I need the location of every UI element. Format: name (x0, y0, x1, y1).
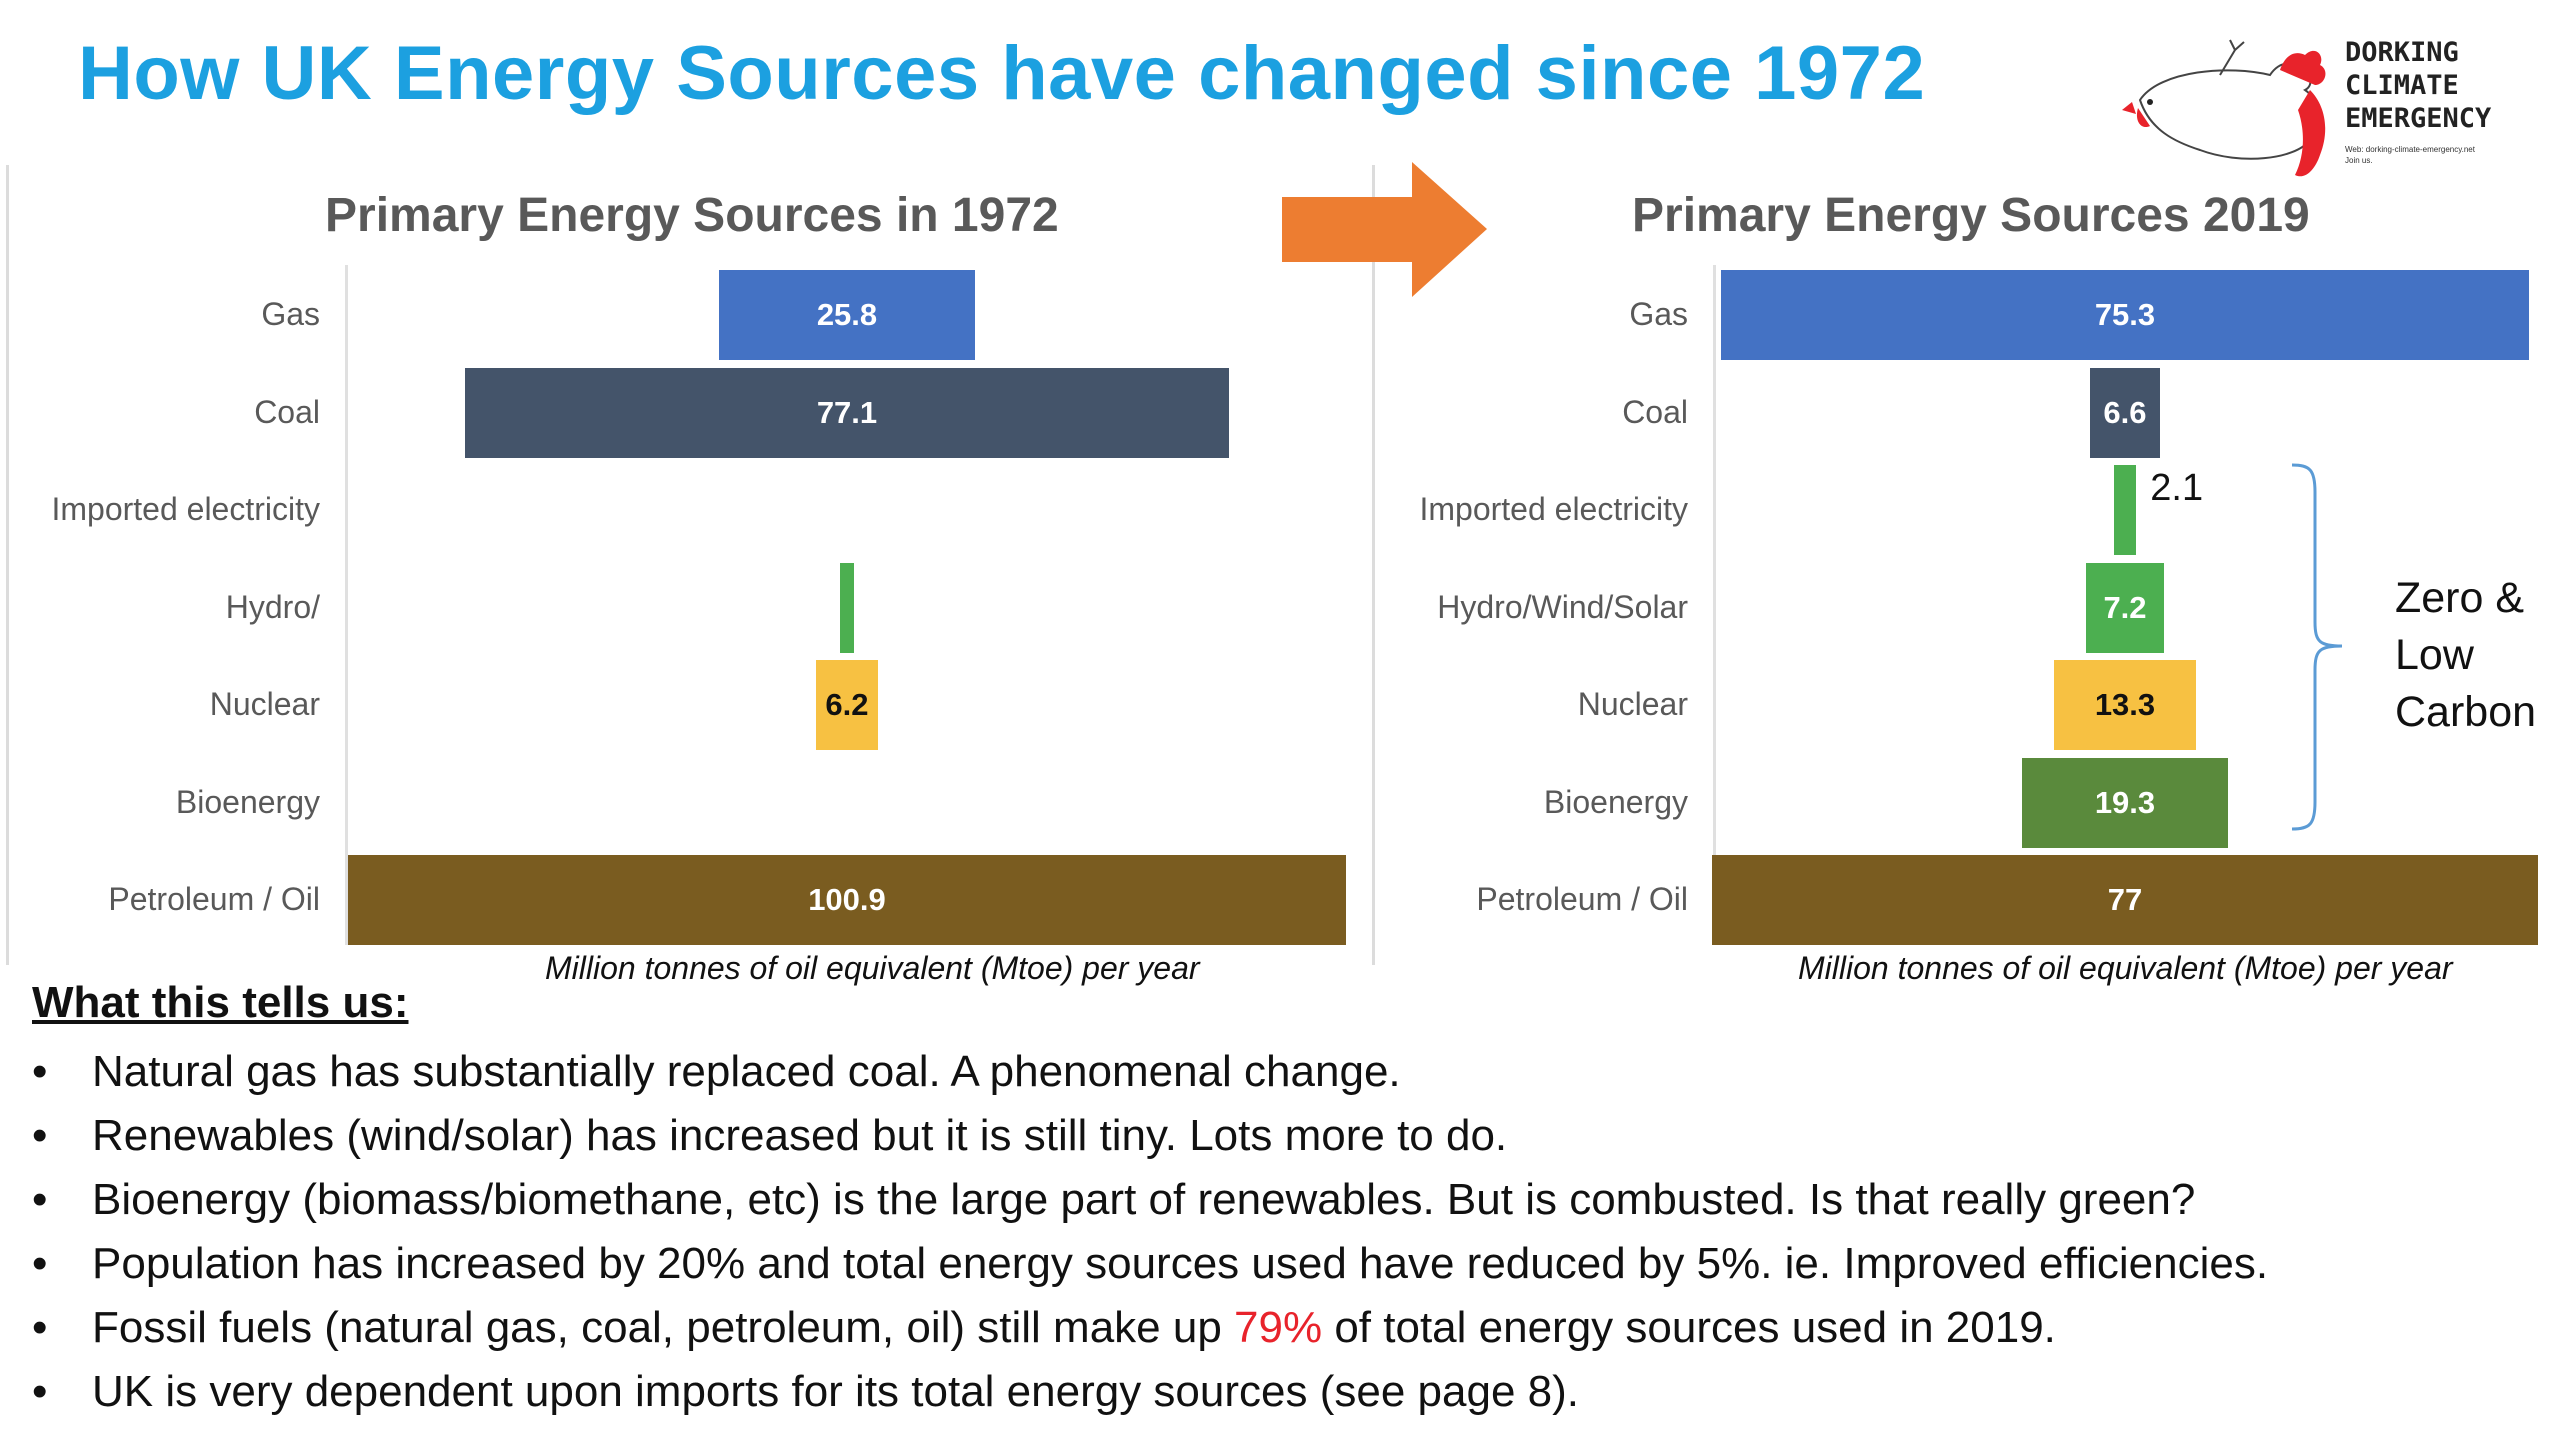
list-item: • Renewables (wind/solar) has increased b… (32, 1111, 1508, 1160)
left-border (6, 165, 9, 965)
bar-petroleum-oil (1712, 855, 2538, 945)
category-label-gas: Gas (1629, 296, 1688, 332)
data-label-bioenergy: 19.3 (2094, 784, 2156, 820)
category-label-imported-electricity: Imported electricity (51, 491, 320, 527)
page-title: How UK Energy Sources have changed since… (78, 31, 1926, 116)
bar-bioenergy (2021, 757, 2229, 848)
list-item: • Fossil fuels (natural gas, coal, petrol… (32, 1303, 2056, 1352)
bar-hydro (840, 562, 854, 653)
list-item: • Natural gas has substantially replaced … (32, 1047, 1401, 1096)
data-label-gas: 75.3 (2094, 297, 2156, 332)
bar-nuclear (816, 660, 878, 750)
bar-nuclear (2053, 660, 2197, 750)
logo: DORKING CLIMATE EMERGENCY Web: dorking-c… (2120, 30, 2550, 180)
data-label-petroleum-oil: 100.9 (808, 882, 886, 917)
data-label-imported-electricity: 2.1 (2150, 467, 2204, 509)
list-item: • Bioenergy (biomass/biomethane, etc) is … (32, 1175, 2196, 1224)
data-label-coal: 6.6 (2103, 394, 2147, 430)
bar-gas (1721, 270, 2529, 360)
chart-2019-xlabel: Million tonnes of oil equivalent (Mtoe) … (1798, 950, 2453, 986)
category-label-bioenergy: Bioenergy (175, 783, 320, 820)
category-label-petroleum-oil: Petroleum / Oil (1476, 881, 1688, 917)
bar-gas (719, 270, 975, 360)
data-label-nuclear: 13.3 (2094, 687, 2156, 722)
category-label-gas: Gas (261, 296, 320, 332)
bar-hydro-wind-solar (2086, 562, 2164, 653)
category-label-coal: Coal (254, 393, 320, 430)
bar-coal (2089, 367, 2161, 458)
category-label-hydro: Hydro/ (225, 588, 320, 625)
notes-list: • Natural gas has substantially replaced … (32, 1040, 2268, 1424)
brace-icon (2291, 463, 2343, 831)
chart-1972-title: Primary Energy Sources in 1972 (325, 189, 1059, 242)
category-label-nuclear: Nuclear (209, 686, 320, 722)
chart-2019-title: Primary Energy Sources 2019 (1632, 189, 2310, 242)
category-label-hydro-wind-solar: Hydro/Wind/Solar (1437, 588, 1688, 625)
highlight-percent: 79% (1234, 1303, 1323, 1352)
category-label-imported-electricity: Imported electricity (1419, 491, 1688, 527)
notes-heading: What this tells us: (32, 978, 409, 1027)
chart-1972-axis (345, 265, 348, 945)
category-label-bioenergy: Bioenergy (1543, 783, 1688, 820)
chart-1972-xlabel: Million tonnes of oil equivalent (Mtoe) … (545, 950, 1200, 986)
data-label-nuclear: 6.2 (825, 687, 869, 722)
zero-low-carbon-annotation: Zero & Low Carbon (2395, 574, 2537, 736)
arrow-right-icon (1282, 162, 1487, 297)
data-label-hydro-wind-solar: 7.2 (2103, 589, 2147, 625)
data-label-coal: 77.1 (816, 394, 878, 430)
data-label-gas: 25.8 (816, 297, 878, 332)
rooster-icon (2122, 39, 2326, 177)
category-label-coal: Coal (1622, 393, 1688, 430)
bar-imported-electricity (2113, 465, 2137, 555)
panel-divider (1372, 165, 1375, 965)
list-item: • UK is very dependent upon imports for i… (32, 1367, 1579, 1416)
category-label-petroleum-oil: Petroleum / Oil (108, 881, 320, 917)
list-item: • Population has increased by 20% and tot… (32, 1239, 2269, 1288)
bar-petroleum-oil (347, 855, 1347, 945)
logo-text: DORKING CLIMATE EMERGENCY (2345, 37, 2492, 134)
data-label-petroleum-oil: 77 (2107, 882, 2143, 917)
bar-coal (465, 367, 1229, 458)
category-label-nuclear: Nuclear (1577, 686, 1688, 722)
logo-web: Web: dorking-climate-emergency.net Join … (2345, 145, 2475, 165)
chart-2019-axis (1713, 265, 1716, 945)
